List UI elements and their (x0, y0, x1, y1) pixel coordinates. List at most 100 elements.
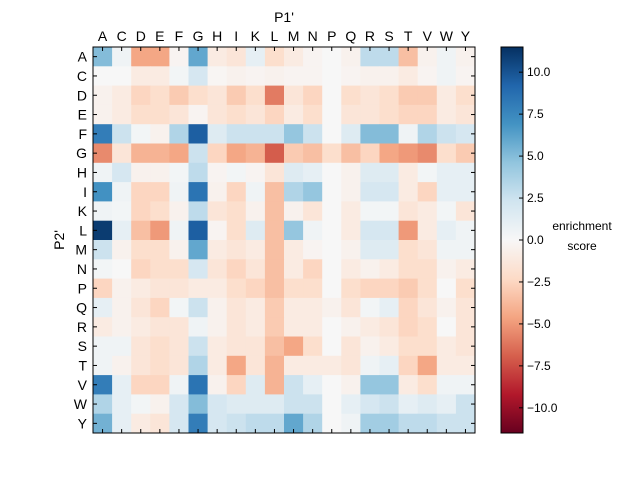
heatmap-cell (436, 259, 457, 279)
heatmap-cell (322, 66, 342, 86)
heatmap-cell (322, 336, 342, 357)
heatmap-cell (379, 104, 399, 125)
heatmap-cell (207, 85, 228, 106)
heatmap-cell (455, 336, 476, 357)
heatmap-cell (341, 375, 361, 395)
heatmap-cell (207, 66, 228, 86)
x-axis-label: P1' (274, 9, 294, 25)
heatmap-cell (379, 182, 399, 202)
heatmap-cell (207, 143, 228, 164)
heatmap-cell (226, 162, 247, 183)
y-tick-label: P (78, 280, 87, 296)
heatmap-cell (360, 66, 380, 86)
heatmap-cell (131, 394, 151, 415)
heatmap-cell (322, 47, 342, 67)
heatmap-cell (169, 240, 189, 260)
heatmap-cell (226, 375, 247, 395)
heatmap-cell (303, 240, 323, 260)
heatmap-cell (284, 47, 304, 67)
heatmap-cell (245, 143, 266, 164)
heatmap-cell (188, 104, 208, 125)
heatmap-cell (188, 259, 208, 279)
heatmap-cell (360, 375, 380, 395)
heatmap-cell (245, 47, 266, 67)
heatmap-cell (341, 104, 361, 125)
heatmap-cell (322, 394, 342, 415)
heatmap-cell (360, 259, 380, 279)
heatmap-cell (188, 413, 208, 434)
y-tick-label: D (77, 87, 87, 103)
heatmap-cell (284, 297, 304, 318)
heatmap-cell (112, 413, 132, 434)
colorbar-tick-label: 2.5 (527, 191, 544, 205)
heatmap-cell (169, 278, 189, 299)
heatmap-cell (112, 220, 132, 241)
heatmap-cell (207, 413, 228, 434)
colorbar-tick-label: −7.5 (527, 359, 551, 373)
heatmap-cell (284, 201, 304, 222)
heatmap-cell (436, 278, 457, 299)
heatmap-cell (322, 297, 342, 318)
heatmap-cell (379, 220, 399, 241)
heatmap-cell (226, 355, 247, 376)
heatmap-cell (226, 104, 247, 125)
heatmap-cell (93, 47, 113, 67)
heatmap-cell (379, 317, 399, 337)
heatmap-cell (207, 297, 228, 318)
heatmap-cell (455, 240, 476, 260)
heatmap-cell (150, 259, 170, 279)
heatmap-cell (322, 413, 342, 434)
heatmap-cell (207, 220, 228, 241)
y-tick-label: S (78, 338, 87, 354)
heatmap-cell (245, 297, 266, 318)
heatmap-cell (112, 355, 132, 376)
heatmap-cell (284, 143, 304, 164)
heatmap-cell (226, 297, 247, 318)
heatmap-cell (131, 201, 151, 222)
heatmap-cell (245, 162, 266, 183)
heatmap-cell (188, 375, 208, 395)
heatmap-cell (131, 66, 151, 86)
heatmap-cell (226, 47, 247, 67)
heatmap-cell (150, 162, 170, 183)
heatmap-cell (284, 278, 304, 299)
heatmap-cell (303, 336, 323, 357)
heatmap-cell (398, 317, 419, 337)
plot-frame (92, 46, 476, 434)
heatmap-cell (341, 47, 361, 67)
heatmap-cell (93, 355, 113, 376)
heatmap-cell (284, 182, 304, 202)
heatmap-cell (322, 220, 342, 241)
heatmap-cell (226, 220, 247, 241)
x-tick-label: I (234, 28, 238, 44)
heatmap-cell (112, 375, 132, 395)
heatmap-cell (360, 278, 380, 299)
x-tick-label: E (155, 28, 164, 44)
heatmap-cell (93, 104, 113, 125)
heatmap-cell (131, 162, 151, 183)
heatmap-cell (398, 278, 419, 299)
heatmap-cell (398, 182, 419, 202)
heatmap-cell (455, 47, 476, 67)
heatmap-cell (93, 201, 113, 222)
heatmap-cell (341, 182, 361, 202)
colorbar-tick-label: 0.0 (527, 233, 544, 247)
heatmap-cell (245, 201, 266, 222)
x-tick-label: C (117, 28, 127, 44)
heatmap-cell (455, 278, 476, 299)
heatmap-cell (112, 104, 132, 125)
heatmap-cell (417, 278, 438, 299)
x-tick-label: A (98, 28, 108, 44)
heatmap-cell (436, 182, 457, 202)
heatmap-cell (379, 201, 399, 222)
heatmap-cell (131, 317, 151, 337)
heatmap-cell (398, 220, 419, 241)
y-tick-label: Q (76, 300, 87, 316)
heatmap-cell (360, 394, 380, 415)
heatmap-cell (226, 240, 247, 260)
heatmap-cell (303, 143, 323, 164)
heatmap-cell (417, 143, 438, 164)
heatmap-cell (169, 297, 189, 318)
heatmap-cell (379, 85, 399, 106)
